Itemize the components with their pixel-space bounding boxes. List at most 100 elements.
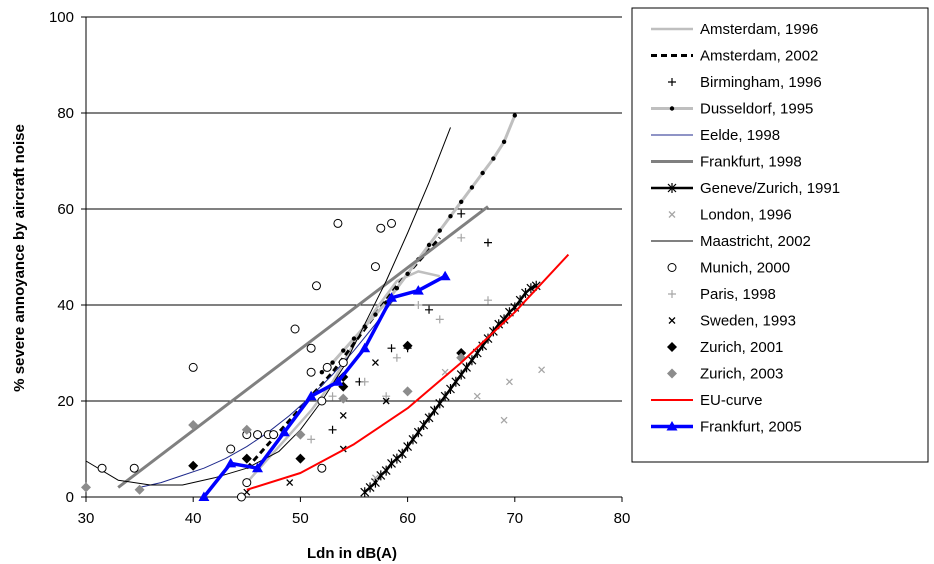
data-point <box>448 214 453 219</box>
data-point <box>382 392 391 401</box>
data-point <box>339 411 347 419</box>
plot-area: 0 20 40 60 80 100 30 40 50 60 70 80 <box>49 9 630 527</box>
y-tick-label: 100 <box>49 9 74 26</box>
data-point <box>408 434 418 445</box>
legend-label: Frankfurt, 1998 <box>700 154 802 171</box>
legend-label: Frankfurt, 2005 <box>700 419 802 436</box>
data-point <box>338 358 348 368</box>
data-point <box>484 238 492 247</box>
data-point <box>97 463 107 473</box>
data-point <box>473 392 481 400</box>
legend-label: Zurich, 2003 <box>700 366 783 383</box>
series-line <box>117 205 489 489</box>
legend-label: Paris, 1998 <box>700 286 776 303</box>
data-point <box>491 156 496 161</box>
x-tick-label: 60 <box>399 510 416 527</box>
legend-label: Geneve/Zurich, 1991 <box>700 180 840 197</box>
legend-item: Zurich, 2001 <box>667 339 783 356</box>
data-point <box>188 460 199 471</box>
x-tick-label: 80 <box>614 510 631 527</box>
data-point <box>198 491 210 501</box>
data-point <box>359 342 371 353</box>
data-point <box>333 218 343 228</box>
x-axis-title: Ldn in dB(A) <box>307 545 397 562</box>
data-point <box>403 441 413 452</box>
data-point <box>668 211 676 218</box>
data-point <box>226 444 236 454</box>
legend: Amsterdam, 1996 Amsterdam, 2002 Birmingham… <box>631 7 929 463</box>
data-point <box>667 368 677 379</box>
data-point <box>446 384 455 394</box>
data-point <box>397 448 407 459</box>
data-point <box>278 426 290 437</box>
data-point <box>435 398 445 409</box>
data-point <box>252 462 264 473</box>
data-point <box>457 209 466 218</box>
data-point <box>286 479 294 487</box>
series <box>198 270 451 501</box>
data-point <box>295 429 306 440</box>
data-point <box>392 453 402 464</box>
legend-box <box>631 7 929 463</box>
data-point <box>457 233 466 242</box>
series <box>243 359 390 496</box>
legend-item: EU-curve <box>651 392 763 409</box>
legend-item: Maastricht, 2002 <box>651 233 811 250</box>
data-point <box>668 290 676 298</box>
data-point <box>360 487 370 498</box>
legend-label: Eelde, 1998 <box>700 127 780 144</box>
data-point <box>381 465 391 476</box>
legend-label: Munich, 2000 <box>700 260 790 277</box>
data-point <box>429 405 439 416</box>
legend-label: London, 1996 <box>700 207 792 224</box>
data-point <box>484 296 492 305</box>
data-point <box>413 427 423 438</box>
legend-item: Amsterdam, 2002 <box>651 48 818 65</box>
data-point <box>402 386 413 397</box>
data-point <box>394 286 400 291</box>
y-tick-label: 20 <box>57 393 74 410</box>
legend-label: Dusseldorf, 1995 <box>700 101 813 118</box>
data-point <box>402 340 413 351</box>
data-point <box>505 378 513 386</box>
data-point <box>317 463 327 473</box>
data-point <box>668 78 676 86</box>
data-point <box>376 223 386 233</box>
data-point <box>387 344 396 353</box>
y-tick-label: 40 <box>57 297 74 314</box>
data-point <box>451 376 461 387</box>
legend-item: Sweden, 1993 <box>668 313 796 330</box>
data-point <box>667 263 677 272</box>
legend-item: Dusseldorf, 1995 <box>651 101 813 118</box>
data-point <box>241 424 252 435</box>
legend-item: Munich, 2000 <box>667 260 790 277</box>
y-tick-label: 80 <box>57 105 74 122</box>
data-point <box>459 199 464 204</box>
data-point <box>306 367 316 377</box>
data-point <box>330 360 335 365</box>
data-point <box>341 348 346 353</box>
data-point <box>435 315 444 324</box>
legend-label: Birmingham, 1996 <box>700 74 822 91</box>
legend-label: Maastricht, 2002 <box>700 233 811 250</box>
data-point <box>512 113 517 118</box>
legend-label: Amsterdam, 1996 <box>700 21 818 38</box>
data-point <box>81 482 91 493</box>
legend-label: Amsterdam, 2002 <box>700 48 818 65</box>
data-point <box>424 412 434 423</box>
data-point <box>666 421 678 431</box>
data-point <box>317 396 327 406</box>
data-point <box>462 362 471 373</box>
series <box>371 366 546 482</box>
legend-item: London, 1996 <box>668 207 792 224</box>
data-point <box>392 353 401 362</box>
data-point <box>469 185 475 190</box>
data-point <box>311 281 321 291</box>
data-point <box>667 342 677 352</box>
data-point <box>253 430 263 440</box>
data-point <box>382 397 390 405</box>
data-point <box>467 355 477 366</box>
data-point <box>440 391 450 402</box>
data-point <box>328 392 337 401</box>
